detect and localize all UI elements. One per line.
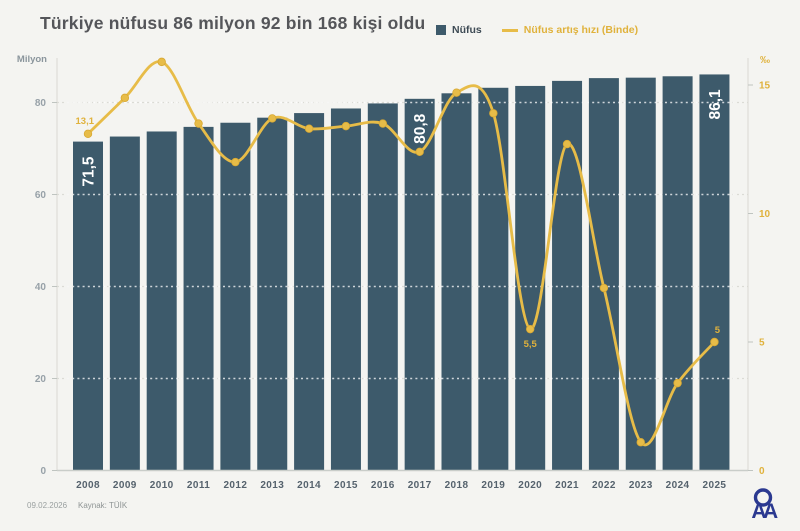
right-axis-tick-10: 10	[759, 209, 771, 220]
bar-2020	[515, 85, 546, 471]
bar-series-swatch-icon	[436, 25, 446, 35]
x-axis-label-2008: 2008	[76, 480, 100, 491]
line-point-2013	[268, 114, 277, 123]
legend-item-growth-rate: Nüfus artış hızı (Binde)	[501, 24, 639, 36]
legend-bar-label: Nüfus	[452, 24, 482, 36]
gridlines-front	[67, 101, 734, 380]
x-axis-label-2024: 2024	[666, 480, 690, 491]
right-axis-tick-5: 5	[759, 338, 765, 349]
bar-2008	[73, 141, 103, 471]
line-point-2016	[378, 119, 387, 128]
line-point-2009	[120, 93, 130, 103]
x-axis-label-2016: 2016	[371, 480, 395, 491]
x-axis-label-2025: 2025	[703, 480, 727, 491]
left-axis-tick-40: 40	[35, 282, 47, 293]
x-axis-label-2017: 2017	[408, 480, 432, 491]
line-point-2019	[489, 109, 498, 118]
legend: Nüfus Nüfus artış hızı (Binde)	[436, 24, 638, 36]
x-axis-label-2014: 2014	[297, 480, 321, 491]
x-axis-label-2013: 2013	[260, 480, 284, 491]
line-point-label-2020: 5,5	[524, 339, 538, 350]
x-axis-label-2009: 2009	[113, 480, 137, 491]
publish-date: 09.02.2026	[27, 501, 68, 510]
left-axis-tick-80: 80	[35, 98, 47, 109]
line-point-label-2008: 13,1	[76, 116, 95, 127]
line-point-2021	[562, 139, 572, 149]
x-axis-label-2018: 2018	[445, 480, 469, 491]
bar-2013	[257, 117, 288, 471]
bar-2009	[109, 136, 140, 471]
bar-2021	[552, 80, 583, 471]
bar-2024	[662, 76, 693, 471]
line-point-2024	[673, 378, 682, 388]
x-axis-label-2015: 2015	[334, 480, 358, 491]
left-axis-tick-20: 20	[35, 374, 47, 385]
bar-series	[73, 74, 730, 471]
x-axis-label-2019: 2019	[481, 480, 505, 491]
line-point-2015	[341, 121, 351, 131]
legend-item-population: Nüfus	[436, 24, 482, 36]
bar-2023	[625, 77, 656, 471]
bar-2017	[404, 98, 435, 471]
bar-2015	[330, 108, 361, 471]
bar-2011	[183, 126, 214, 471]
bar-value-label-2025: 86,1	[707, 89, 724, 120]
axes: 0 20 40 60 80 Milyon 0 5 10 15 ‰ 2008 2009 2010 2011 20…	[17, 54, 771, 491]
line-point-label-2025: 5	[715, 325, 721, 336]
x-axis-label-2022: 2022	[592, 480, 616, 491]
x-axis-label-2020: 2020	[518, 480, 542, 491]
line-series-swatch-icon	[501, 28, 518, 32]
left-axis-tick-60: 60	[35, 190, 47, 201]
bar-2022	[588, 78, 619, 471]
bar-value-label-2017: 80,8	[412, 113, 429, 144]
line-point-2018	[452, 88, 461, 97]
bar-2025	[699, 74, 730, 471]
left-axis-tick-0: 0	[40, 466, 46, 477]
left-axis-title: Milyon	[17, 54, 47, 65]
line-point-2012	[231, 157, 240, 167]
line-point-2010	[157, 57, 166, 67]
right-axis-title: ‰	[760, 55, 770, 66]
line-point-2008	[83, 129, 93, 139]
x-axis-label-2010: 2010	[150, 480, 174, 491]
bar-2018	[441, 93, 472, 471]
line-point-2017	[415, 147, 424, 157]
line-point-2014	[304, 124, 314, 133]
x-axis-label-2023: 2023	[629, 480, 653, 491]
line-series	[83, 57, 719, 447]
aa-logo-text: AA	[751, 500, 778, 523]
line-point-2022	[599, 283, 609, 293]
chart-title: Türkiye nüfusu 86 milyon 92 bin 168 kişi…	[40, 13, 426, 33]
bar-2010	[146, 131, 177, 471]
line-point-2025	[710, 337, 719, 347]
right-axis-tick-15: 15	[759, 81, 771, 92]
bar-2012	[220, 122, 251, 471]
x-axis-label-2021: 2021	[555, 480, 579, 491]
bar-2014	[294, 113, 325, 471]
legend-line-label: Nüfus artış hızı (Binde)	[523, 24, 639, 36]
x-axis-label-2011: 2011	[187, 480, 210, 491]
right-axis-tick-0: 0	[759, 466, 765, 477]
line-point-2011	[194, 119, 203, 128]
line-point-2023	[636, 438, 645, 447]
aa-logo-icon: AA	[751, 488, 781, 523]
growth-rate-line	[86, 60, 716, 447]
x-axis-label-2012: 2012	[223, 480, 247, 491]
bar-2016	[367, 103, 398, 471]
source-label: Kaynak: TÜİK	[78, 501, 128, 510]
line-point-2020	[526, 324, 535, 334]
bar-2019	[478, 87, 509, 471]
bar-value-label-2008: 71,5	[81, 156, 98, 187]
annotations: 71,5 80,8 86,1 13,1 5,5 5	[76, 89, 724, 350]
aa-logo: AA	[745, 486, 781, 524]
